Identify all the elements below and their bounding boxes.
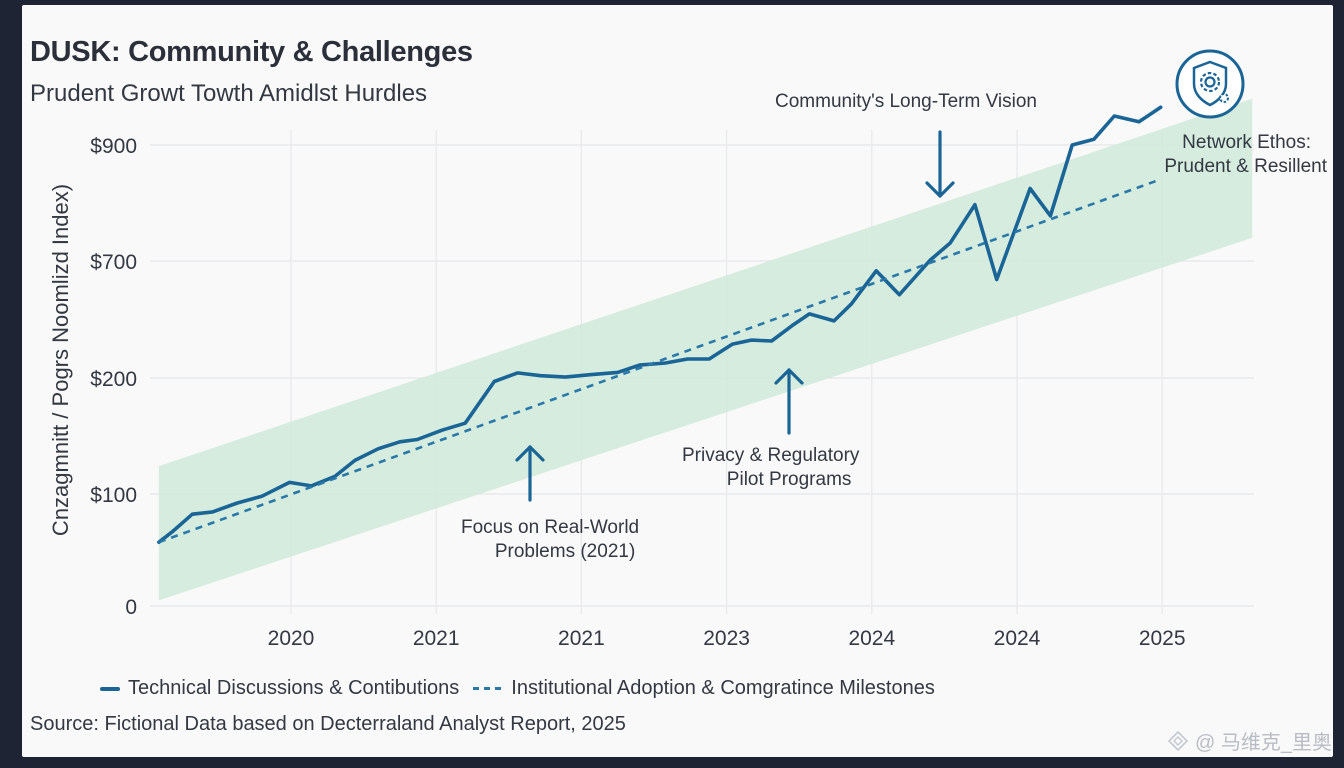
series-line-institutional (158, 178, 1160, 544)
x-tick-label: 2021 (558, 627, 605, 650)
legend-item-institutional: Institutional Adoption & Comgratince Mil… (511, 677, 935, 699)
y-tick-label: 0 (125, 596, 137, 619)
y-tick-labels: 0 $100 $200 $700 $900 (90, 135, 137, 619)
annotation-privacy: Privacy & Regulatory Pilot Programs (682, 445, 860, 490)
network-ethos-caption: Network Ethos: Prudent & Resillent (1164, 132, 1327, 177)
network-ethos-badge (1174, 48, 1246, 120)
arrow-privacy (774, 368, 804, 435)
annotation-long-term-vision: Community's Long-Term Vision (775, 91, 1037, 112)
source-note: Source: Fictional Data based on Decterra… (30, 713, 626, 735)
legend-item-technical: Technical Discussions & Contibutions (128, 677, 460, 699)
legend-swatch-solid (100, 686, 120, 691)
arrow-head (774, 368, 804, 385)
range-band-group (158, 98, 1253, 601)
x-tick-labels: 2020 2021 2021 2023 2024 2024 2025 (268, 627, 1186, 650)
arrow-long-term-vision (925, 130, 955, 198)
series-group (157, 105, 1163, 545)
y-tick-label: $100 (90, 484, 137, 507)
shield-gear-icon (1175, 49, 1245, 119)
chart-subtitle: Prudent Growt Towth Amidlst Hurdles (30, 80, 428, 107)
diamond-logo-icon (1167, 730, 1189, 751)
x-tick-label: 2023 (703, 627, 750, 650)
x-tick-label: 2024 (994, 627, 1041, 650)
annotation-real-world: Focus on Real-World Problems (2021) (461, 517, 640, 562)
legend-swatch-dashed (473, 687, 504, 690)
x-tick-label: 2024 (848, 627, 895, 650)
y-tick-label: $700 (90, 251, 137, 274)
arrow-head (925, 181, 955, 198)
x-tick-label: 2021 (413, 627, 460, 650)
range-band (158, 98, 1253, 601)
arrow-real-world (515, 445, 545, 502)
x-tick-label: 2020 (268, 627, 315, 650)
y-tick-label: $200 (90, 368, 137, 391)
x-tick-label: 2025 (1139, 627, 1186, 650)
chart-title: DUSK: Community & Challenges (30, 36, 473, 68)
watermark: @ 马维克_里奥 (1167, 726, 1332, 755)
arrow-head (515, 445, 545, 462)
annotation-arrows (515, 130, 955, 502)
y-tick-label: $900 (90, 135, 137, 158)
legend: Technical Discussions & Contibutions Ins… (100, 677, 935, 700)
